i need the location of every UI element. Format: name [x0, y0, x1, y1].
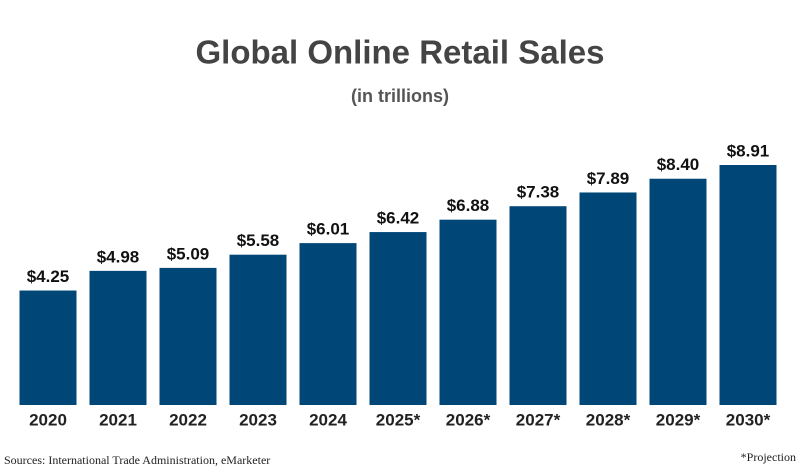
note: *Projection [741, 450, 796, 464]
x-tick-label: 2025* [376, 410, 421, 429]
bar [89, 270, 147, 405]
bar [719, 165, 777, 405]
x-tick-label: 2020 [29, 410, 67, 429]
x-tick-label: 2029* [656, 410, 701, 429]
bar [299, 243, 357, 405]
value-label: $8.40 [657, 155, 700, 174]
bar [509, 206, 567, 405]
chart-subtitle: (in trillions) [351, 86, 449, 106]
chart-title: Global Online Retail Sales [196, 34, 605, 71]
bar [649, 178, 707, 405]
bar [579, 192, 637, 405]
value-label: $8.91 [727, 141, 770, 160]
bar [19, 290, 77, 405]
x-tick-label: 2024 [309, 410, 347, 429]
x-tick-label: 2030* [726, 410, 771, 429]
value-label: $4.25 [27, 267, 70, 286]
x-tick-label: 2021 [99, 410, 137, 429]
value-label: $6.42 [377, 209, 420, 228]
bar [229, 254, 287, 405]
x-tick-label: 2026* [446, 410, 491, 429]
value-label: $7.89 [587, 169, 630, 188]
value-label: $6.88 [447, 196, 490, 215]
value-label: $5.58 [237, 231, 280, 250]
x-tick-label: 2022 [169, 410, 207, 429]
x-tick-label: 2023 [239, 410, 277, 429]
value-label: $4.98 [97, 247, 140, 266]
x-tick-label: 2027* [516, 410, 561, 429]
value-label: $7.38 [517, 183, 560, 202]
bar [439, 219, 497, 405]
value-label: $5.09 [167, 244, 210, 263]
value-label: $6.01 [307, 220, 350, 239]
x-tick-label: 2028* [586, 410, 631, 429]
bar [159, 267, 217, 405]
source: Sources: International Trade Administrat… [4, 453, 270, 467]
bar [369, 232, 427, 405]
